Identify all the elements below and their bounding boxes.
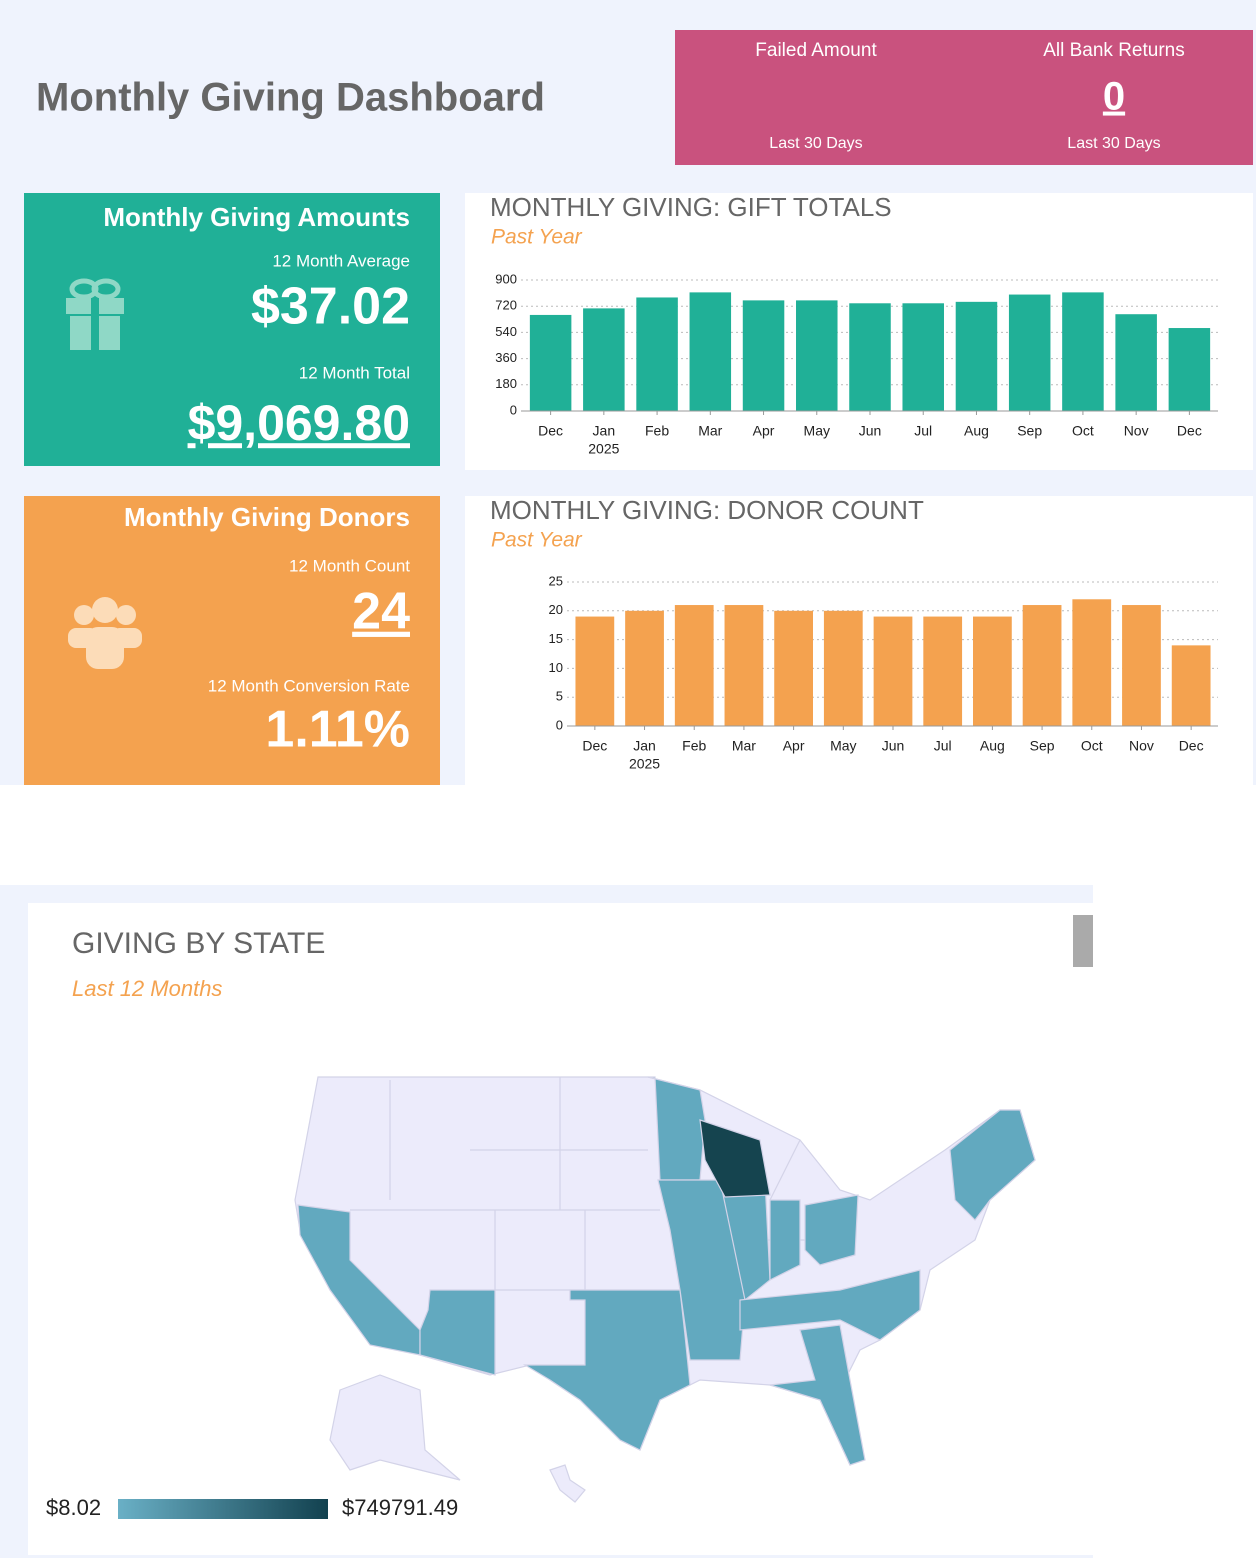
- legend-min: $8.02: [46, 1495, 101, 1520]
- bar: [1062, 292, 1104, 411]
- bar: [774, 610, 813, 726]
- us-map: [294, 1076, 1036, 1503]
- x-tick-label: Jun: [882, 738, 905, 754]
- legend-gradient: [118, 1499, 328, 1519]
- x-tick-label: Sep: [1017, 423, 1042, 439]
- y-tick-label: 10: [549, 660, 563, 675]
- y-tick-label: 720: [495, 298, 517, 313]
- y-tick-label: 180: [495, 376, 517, 391]
- map-subtitle: Last 12 Months: [72, 976, 222, 1001]
- metric-label: 12 Month Conversion Rate: [208, 676, 410, 695]
- x-tick-label: Dec: [538, 423, 563, 439]
- x-tick-label: Oct: [1081, 738, 1103, 754]
- bar: [973, 616, 1012, 726]
- map-title: GIVING BY STATE: [72, 927, 325, 960]
- y-tick-label: 900: [495, 271, 517, 286]
- x-tick-label: May: [804, 423, 830, 439]
- y-tick-label: 0: [510, 402, 517, 417]
- bar: [1168, 328, 1211, 411]
- bar: [529, 314, 572, 411]
- x-tick-label: Apr: [783, 738, 805, 754]
- x-tick-label: Jun: [859, 423, 882, 439]
- x-tick-label: May: [830, 738, 856, 754]
- x-tick-label: Jul: [934, 738, 952, 754]
- bar: [575, 616, 615, 726]
- metric-label: 12 Month Average: [272, 251, 410, 270]
- metric-value: 1.11%: [265, 701, 410, 759]
- y-tick-label: 25: [549, 573, 563, 588]
- x-tick-label: Apr: [753, 423, 775, 439]
- bar: [674, 605, 714, 726]
- alert-label: Failed Amount: [755, 40, 877, 61]
- y-tick-label: 20: [549, 602, 563, 617]
- bar: [724, 605, 764, 726]
- x-tick-label: Mar: [698, 423, 722, 439]
- x-tick-label: Dec: [1179, 738, 1204, 754]
- alert-panel: [675, 30, 1253, 165]
- alert-value[interactable]: 0: [1103, 75, 1125, 119]
- bar: [1122, 605, 1161, 726]
- chart-title: MONTHLY GIVING: DONOR COUNT: [490, 495, 924, 525]
- metric-label: 12 Month Count: [289, 556, 410, 575]
- bar: [583, 308, 625, 411]
- x-tick-label: Sep: [1030, 738, 1055, 754]
- gift-icon: [66, 278, 124, 350]
- people-icon: [68, 597, 142, 669]
- bar: [955, 301, 998, 411]
- y-tick-label: 5: [556, 689, 563, 704]
- chart-title: MONTHLY GIVING: GIFT TOTALS: [490, 192, 892, 222]
- bar: [625, 610, 664, 726]
- bar: [1171, 645, 1211, 726]
- metric-value: $37.02: [251, 278, 410, 336]
- alert-label: All Bank Returns: [1043, 40, 1185, 61]
- tile-title: Monthly Giving Donors: [124, 502, 410, 532]
- x-tick-label: Dec: [1177, 423, 1202, 439]
- bar: [923, 616, 963, 726]
- x-tick-label: Feb: [645, 423, 669, 439]
- x-tick-label: Mar: [732, 738, 756, 754]
- alert-period: Last 30 Days: [769, 135, 862, 152]
- x-tick-label: Oct: [1072, 423, 1094, 439]
- bar: [1008, 294, 1051, 411]
- x-tick-label: Aug: [964, 423, 989, 439]
- x-tick-label: Feb: [682, 738, 706, 754]
- bar: [1072, 599, 1112, 726]
- bar: [873, 616, 913, 726]
- x-tick-label: Jan: [633, 738, 656, 754]
- x-year-label: 2025: [588, 441, 619, 457]
- bar: [796, 300, 838, 411]
- tile-title: Monthly Giving Amounts: [103, 202, 410, 232]
- alert-period: Last 30 Days: [1067, 135, 1160, 152]
- x-tick-label: Dec: [582, 738, 607, 754]
- x-tick-label: Jul: [914, 423, 932, 439]
- legend-max: $749791.49: [342, 1495, 458, 1520]
- x-tick-label: Aug: [980, 738, 1005, 754]
- y-tick-label: 15: [549, 631, 563, 646]
- metric-value[interactable]: $9,069.80: [188, 395, 410, 451]
- x-tick-label: Nov: [1129, 738, 1154, 754]
- y-tick-label: 540: [495, 324, 517, 339]
- y-tick-label: 0: [556, 717, 563, 732]
- dashboard-title: Monthly Giving Dashboard: [36, 76, 545, 120]
- bar: [742, 300, 785, 411]
- bar: [849, 303, 891, 411]
- x-tick-label: Nov: [1124, 423, 1149, 439]
- chart-subtitle: Past Year: [491, 226, 583, 249]
- bar: [902, 303, 944, 411]
- y-tick-label: 360: [495, 350, 517, 365]
- bar: [636, 297, 678, 411]
- metric-value[interactable]: 24: [352, 583, 410, 641]
- scrollbar[interactable]: [1073, 915, 1093, 967]
- x-tick-label: Jan: [593, 423, 616, 439]
- bar: [823, 610, 863, 726]
- x-year-label: 2025: [629, 756, 660, 772]
- metric-label: 12 Month Total: [299, 363, 410, 382]
- bar: [1022, 605, 1062, 726]
- chart-subtitle: Past Year: [491, 529, 583, 552]
- bar: [689, 292, 732, 411]
- bar: [1115, 314, 1157, 411]
